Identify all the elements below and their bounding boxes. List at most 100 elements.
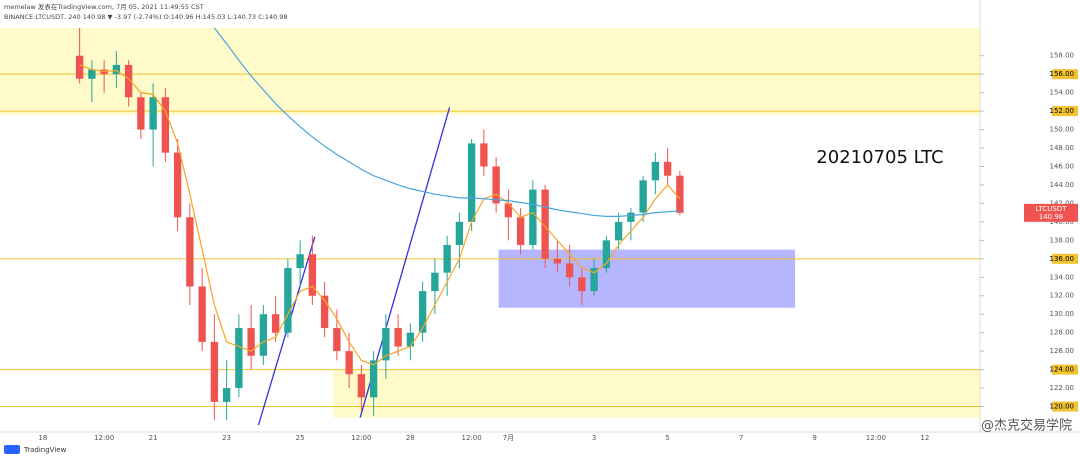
watermark: @杰克交易学院 — [981, 418, 1072, 434]
candle-body — [210, 341, 219, 402]
x-tick-label: 12:00 — [866, 434, 886, 442]
candle-body — [480, 143, 488, 167]
footer: TradingView — [23, 446, 67, 454]
candle-body — [614, 221, 623, 241]
y-tick-label: 158.00 — [1050, 52, 1075, 60]
candle-body — [492, 166, 500, 204]
header-line: BINANCE:LTCUSDT, 240 140.98 ▼ -3.97 (-2.… — [4, 13, 288, 21]
candle-body — [578, 277, 586, 292]
candle-body — [284, 268, 292, 333]
candle-body — [296, 254, 304, 269]
candle-body — [75, 55, 84, 79]
candle-body — [443, 244, 451, 273]
x-tick-label: 21 — [149, 434, 158, 442]
last-price-tag — [1024, 203, 1078, 222]
level-label: 156.00 — [1050, 70, 1075, 78]
annotation: 20210705 LTC — [816, 147, 943, 168]
candle-body — [149, 97, 157, 130]
candle-body — [541, 189, 549, 259]
level-label: 120.00 — [1050, 403, 1075, 411]
candle-body — [222, 388, 231, 402]
y-tick-label: 134.00 — [1050, 273, 1075, 281]
y-tick-label: 146.00 — [1050, 162, 1075, 170]
candle-body — [406, 332, 415, 347]
last-price-value: 140.98 — [1039, 213, 1064, 221]
moving-average — [79, 64, 681, 366]
candle-body — [627, 212, 635, 222]
candle-body — [112, 64, 121, 75]
candle-body — [198, 286, 206, 342]
zone — [333, 369, 980, 418]
candle-body — [235, 328, 243, 389]
candle-body — [320, 295, 329, 329]
candle-body — [161, 97, 170, 153]
candle-body — [137, 97, 145, 130]
candle-body — [88, 69, 96, 79]
y-tick-label: 130.00 — [1050, 310, 1075, 318]
candle-body — [369, 360, 378, 398]
candle-body — [333, 328, 341, 352]
level-tag — [1052, 106, 1078, 117]
candle-body — [565, 263, 574, 278]
candle-body — [504, 203, 513, 218]
candle-body — [124, 64, 133, 98]
level-tag — [1052, 364, 1078, 375]
x-tick-label: 12:00 — [462, 434, 482, 442]
x-tick-label: 5 — [665, 434, 669, 442]
candle-body — [357, 374, 366, 398]
candle-body — [467, 143, 476, 222]
x-tick-label: 12:00 — [94, 434, 114, 442]
y-tick-label: 138.00 — [1050, 236, 1075, 244]
logo — [4, 445, 20, 454]
candle-body — [186, 217, 194, 287]
last-price-name: LTCUSDT — [1036, 205, 1068, 213]
candle-body — [382, 328, 390, 361]
candle-body — [308, 254, 317, 296]
level-label: 124.00 — [1050, 366, 1075, 374]
candle-body — [590, 268, 598, 292]
x-tick-label: 7 — [739, 434, 743, 442]
y-tick-label: 148.00 — [1050, 144, 1075, 152]
header-line: memelaw 发表在TradingView.com, 7月 05, 2021 … — [4, 2, 204, 11]
level-tag — [1052, 69, 1078, 80]
candle-body — [418, 291, 427, 333]
level-tag — [1052, 401, 1078, 412]
candle-body — [271, 314, 280, 333]
x-tick-label: 23 — [222, 434, 231, 442]
candle-body — [259, 314, 268, 356]
candle-body — [639, 180, 647, 213]
moving-average — [213, 27, 680, 217]
x-tick-label: 9 — [812, 434, 816, 442]
candle-body — [676, 175, 684, 213]
candle-body — [516, 217, 525, 245]
zone — [0, 28, 980, 115]
candle-body — [345, 351, 353, 375]
candle-body — [663, 161, 672, 176]
x-tick-label: 25 — [296, 434, 305, 442]
y-tick-label: 150.00 — [1050, 126, 1075, 134]
candle-body — [431, 272, 439, 292]
x-tick-label: 12 — [920, 434, 929, 442]
x-tick-label: 3 — [592, 434, 596, 442]
y-tick-label: 122.00 — [1050, 384, 1075, 392]
candle-body — [651, 161, 660, 181]
x-tick-label: 7月 — [503, 434, 514, 442]
y-tick-label: 144.00 — [1050, 181, 1075, 189]
level-label: 136.00 — [1050, 255, 1075, 263]
level-tag — [1052, 253, 1078, 264]
y-tick-label: 142.00 — [1050, 199, 1075, 207]
candle-body — [553, 258, 562, 264]
candle-body — [173, 152, 182, 218]
level-label: 152.00 — [1050, 107, 1075, 115]
candle-body — [394, 328, 402, 347]
candle-body — [529, 189, 537, 245]
x-tick-label: 18 — [38, 434, 47, 442]
candle-body — [247, 328, 255, 356]
y-tick-label: 154.00 — [1050, 89, 1075, 97]
x-tick-label: 28 — [406, 434, 415, 442]
y-tick-label: 140.00 — [1050, 218, 1075, 226]
candle-body — [602, 240, 611, 269]
y-tick-label: 132.00 — [1050, 292, 1075, 300]
